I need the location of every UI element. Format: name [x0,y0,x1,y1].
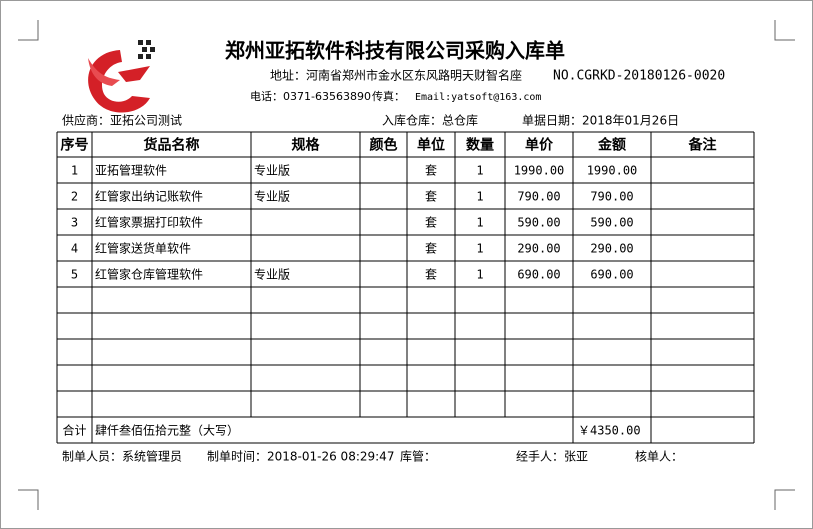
address: 地址：河南省郑州市金水区东风路明天财智名座 [270,68,522,83]
cell: 1 [476,216,483,230]
doc-date: 单据日期：2018年01月26日 [522,114,679,128]
cell: 790.00 [590,190,633,204]
cell: 4 [71,242,78,256]
cell: 红管家出纳记账软件 [95,189,203,204]
make-time: 制单时间：2018-01-26 08:29:47 [207,450,394,464]
crop-mark [18,489,39,510]
crop-mark [774,489,795,510]
cell: 套 [425,190,437,204]
warehouse: 入库仓库：总仓库 [382,113,478,128]
column-header: 单位 [417,137,445,154]
column-header: 金额 [597,137,626,154]
cell: 1990.00 [587,164,638,178]
cell: 红管家送货单软件 [95,241,191,256]
cell: 3 [71,216,78,230]
cell: 亚拓管理软件 [95,163,167,178]
fax: 传真： [372,89,405,103]
cell: 套 [425,164,437,178]
cell: 590.00 [590,216,633,230]
doc-number: NO.CGRKD-20180126-0020 [553,69,725,84]
cell: 1990.00 [514,164,565,178]
checker: 核单人： [635,450,683,464]
cell: 专业版 [254,189,290,204]
crop-marks [18,20,795,510]
title: 郑州亚拓软件科技有限公司采购入库单 [225,39,565,63]
column-header: 数量 [466,137,494,154]
cell: 290.00 [517,242,560,256]
cell: 590.00 [517,216,560,230]
cell: 5 [71,268,78,282]
column-header: 单价 [525,137,554,154]
crop-mark [18,20,39,41]
column-header: 颜色 [370,137,398,154]
total-label: 合计 [62,423,86,438]
cell: 专业版 [254,267,290,282]
cell: 套 [425,242,437,256]
column-header: 序号 [61,137,89,154]
cell: 1 [476,268,483,282]
cell: 790.00 [517,190,560,204]
cell: 套 [425,216,437,230]
cell: 1 [476,242,483,256]
column-header: 备注 [688,137,717,154]
cell: 专业版 [254,163,290,178]
logo [88,40,155,113]
supplier: 供应商：亚拓公司测试 [62,113,182,128]
cell: 690.00 [590,268,633,282]
cell: 2 [71,190,78,204]
crop-mark [774,20,795,41]
total-words: 肆仟叁佰伍拾元整（大写） [95,423,239,438]
table: 序号 货品名称 规格 颜色 单位 数量 单价 金额 备注1 亚拓管理软件 专业版套 1 1990.00 1… [56,131,755,444]
email: Email:yatsoft@163.com [415,92,541,103]
column-header: 货品名称 [143,137,200,154]
total-amount: ￥4350.00 [578,424,641,438]
cell: 290.00 [590,242,633,256]
maker: 制单人员：系统管理员 [62,449,182,464]
column-header: 规格 [292,137,321,154]
cell: 红管家票据打印软件 [95,215,203,230]
cell: 1 [476,164,483,178]
handler: 经手人：张亚 [516,450,588,464]
cell: 套 [425,268,437,282]
keeper: 库管： [400,449,436,464]
phone: 电话：0371-63563890 [250,90,371,103]
cell: 1 [71,164,78,178]
cell: 1 [476,190,483,204]
cell: 690.00 [517,268,560,282]
cell: 红管家仓库管理软件 [95,267,203,282]
